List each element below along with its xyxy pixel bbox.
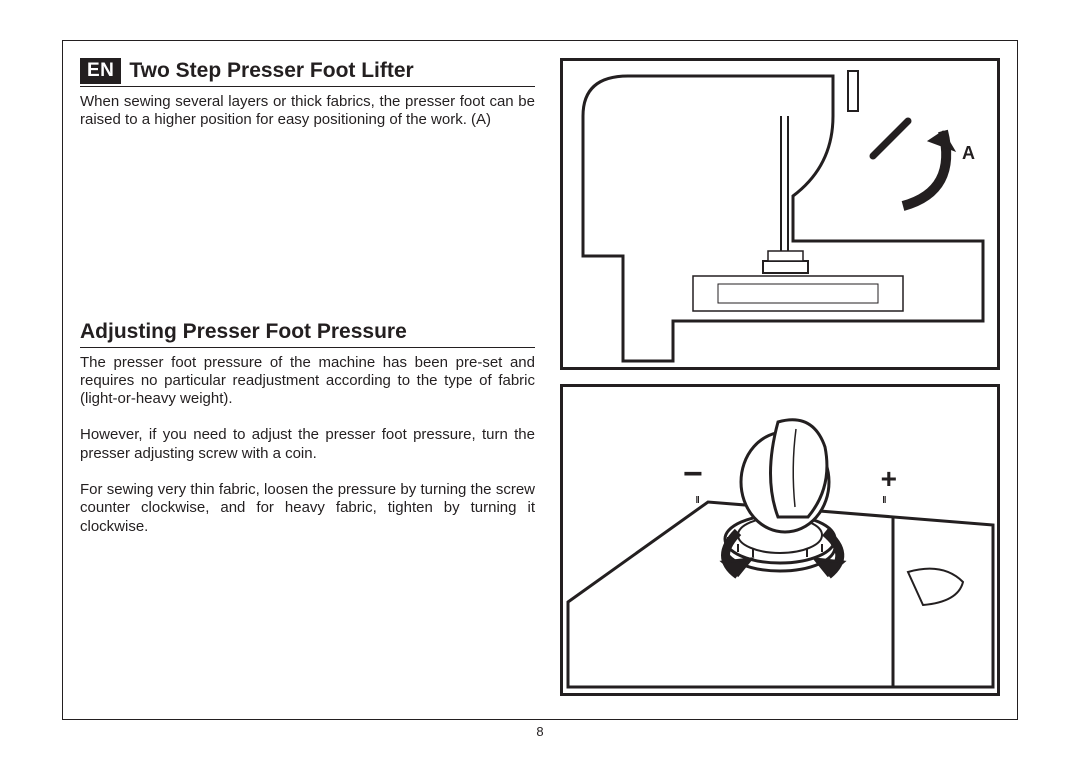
left-column: EN Two Step Presser Foot Lifter When sew… bbox=[80, 58, 535, 554]
language-badge: EN bbox=[80, 58, 121, 84]
figure1-label-a: A bbox=[962, 143, 975, 164]
pressure-adjust-diagram-svg bbox=[563, 387, 997, 693]
section1-heading: EN Two Step Presser Foot Lifter bbox=[80, 58, 535, 87]
figure2-ticks-right: ıı bbox=[882, 491, 885, 506]
section2-para2: However, if you need to adjust the press… bbox=[80, 426, 535, 463]
section2-para1: The presser foot pressure of the machine… bbox=[80, 354, 535, 409]
page-number: 8 bbox=[0, 724, 1080, 739]
figure-pressure-adjust: − + ıı ıı bbox=[560, 384, 1000, 696]
section2-para3: For sewing very thin fabric, loosen the … bbox=[80, 481, 535, 536]
figure2-minus-label: − bbox=[683, 455, 703, 494]
presser-foot-diagram-svg bbox=[563, 61, 997, 367]
spacer bbox=[80, 130, 535, 320]
figure2-ticks-left: ıı bbox=[695, 491, 698, 506]
section1-title: Two Step Presser Foot Lifter bbox=[129, 59, 413, 83]
figure-presser-foot-lifter: A bbox=[560, 58, 1000, 370]
section2-title: Adjusting Presser Foot Pressure bbox=[80, 320, 535, 348]
right-column: A bbox=[560, 58, 1000, 710]
section1-paragraph: When sewing several layers or thick fabr… bbox=[80, 93, 535, 130]
